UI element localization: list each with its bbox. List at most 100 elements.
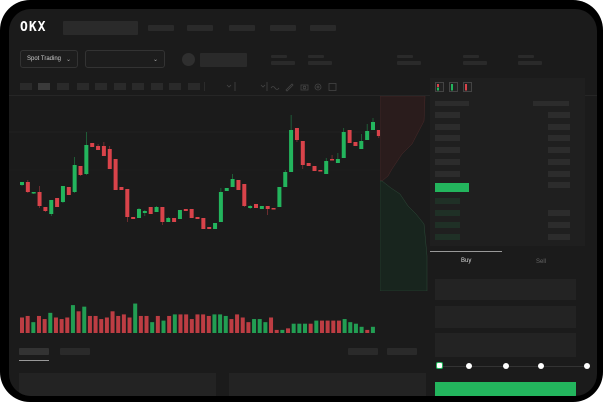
stat-label bbox=[518, 55, 534, 58]
volume-bar bbox=[252, 319, 257, 333]
amount-input[interactable] bbox=[435, 306, 576, 328]
ask-price bbox=[435, 124, 460, 130]
candle-body bbox=[306, 163, 311, 166]
candle-body bbox=[207, 227, 212, 229]
candle-body bbox=[183, 209, 188, 211]
bottom-panel-left bbox=[19, 373, 216, 396]
timeframe-button[interactable] bbox=[57, 83, 69, 90]
stat-label bbox=[308, 55, 324, 58]
volume-bar bbox=[127, 317, 132, 333]
amount-slider-track[interactable] bbox=[439, 366, 587, 367]
orderbook-both-icon[interactable] bbox=[435, 82, 444, 92]
bottom-tab-active[interactable] bbox=[19, 348, 49, 355]
timeframe-button[interactable] bbox=[95, 83, 107, 90]
total-input[interactable] bbox=[435, 333, 576, 357]
candle-body bbox=[376, 130, 381, 136]
volume-bar bbox=[303, 323, 307, 333]
slider-step-75[interactable] bbox=[538, 363, 544, 369]
camera-icon[interactable] bbox=[300, 84, 309, 91]
buy-button[interactable] bbox=[435, 382, 576, 396]
amount-slider-handle[interactable] bbox=[436, 362, 443, 369]
candle-body bbox=[294, 128, 299, 140]
volume-bar bbox=[336, 320, 341, 333]
nav-item[interactable] bbox=[270, 25, 296, 31]
candle-body bbox=[160, 207, 165, 222]
volume-bar bbox=[48, 312, 53, 333]
volume-bar bbox=[144, 315, 149, 333]
timeframe-button[interactable] bbox=[169, 83, 181, 90]
ask-price bbox=[435, 171, 460, 177]
volume-bar bbox=[325, 320, 330, 333]
volume-bar bbox=[104, 317, 109, 333]
nav-item[interactable] bbox=[187, 25, 213, 31]
slider-step-100[interactable] bbox=[584, 363, 590, 369]
last-price bbox=[435, 183, 469, 192]
volume-bar bbox=[36, 315, 41, 333]
candle-body bbox=[78, 166, 83, 175]
candle-body bbox=[265, 206, 270, 209]
nav-item[interactable] bbox=[229, 25, 255, 31]
bottom-action[interactable] bbox=[348, 348, 378, 355]
timeframe-button[interactable] bbox=[151, 83, 163, 90]
okx-logo[interactable]: OKX bbox=[20, 20, 47, 35]
volume-bar bbox=[99, 319, 104, 333]
volume-bar bbox=[65, 317, 70, 333]
pair-price bbox=[200, 53, 247, 67]
candle-body bbox=[324, 161, 329, 174]
candle-body bbox=[353, 142, 358, 146]
bottom-tab[interactable] bbox=[60, 348, 90, 355]
volume-bar bbox=[229, 319, 234, 333]
nav-item[interactable] bbox=[148, 25, 174, 31]
orderbook-asks-icon[interactable] bbox=[463, 82, 472, 92]
coin-icon bbox=[182, 53, 195, 66]
volume-bar bbox=[269, 317, 274, 333]
candlestick-chart[interactable] bbox=[9, 96, 429, 336]
trading-mode-dropdown[interactable]: Spot Trading ⌄ bbox=[20, 50, 78, 68]
volume-bar bbox=[223, 315, 228, 333]
volume-bar bbox=[189, 319, 194, 333]
timeframe-button[interactable] bbox=[114, 83, 126, 90]
candle-body bbox=[55, 198, 60, 207]
candle-body bbox=[195, 217, 200, 219]
orderbook-header-amount bbox=[533, 101, 569, 106]
volume-bar bbox=[59, 319, 64, 333]
buy-tab[interactable]: Buy bbox=[461, 258, 472, 264]
volume-bar bbox=[257, 319, 262, 333]
orderbook-bids-icon[interactable] bbox=[449, 82, 458, 92]
slider-step-25[interactable] bbox=[466, 363, 472, 369]
line-icon[interactable] bbox=[270, 86, 280, 90]
depth-chart bbox=[380, 96, 428, 291]
stat-label bbox=[463, 55, 479, 58]
chevron-down-icon[interactable] bbox=[226, 84, 232, 88]
chevron-down-icon[interactable] bbox=[260, 84, 266, 88]
volume-bar bbox=[280, 329, 285, 333]
draw-icon[interactable] bbox=[285, 83, 294, 92]
bottom-action[interactable] bbox=[387, 348, 417, 355]
candle-body bbox=[230, 179, 235, 187]
bottom-panel-right bbox=[229, 373, 426, 396]
timeframe-button[interactable] bbox=[188, 83, 200, 90]
fullscreen-icon[interactable] bbox=[328, 83, 337, 91]
pair-dropdown[interactable]: ⌄ bbox=[85, 50, 165, 68]
volume-bar bbox=[184, 314, 189, 333]
candle-body bbox=[365, 131, 370, 140]
bid-price bbox=[435, 234, 460, 240]
timeframe-button[interactable] bbox=[132, 83, 144, 90]
candle-body bbox=[300, 141, 305, 165]
nav-item[interactable] bbox=[310, 25, 336, 31]
timeframe-button[interactable] bbox=[77, 83, 89, 90]
slider-step-50[interactable] bbox=[503, 363, 509, 369]
volume-bar bbox=[82, 306, 87, 333]
settings-icon[interactable] bbox=[314, 83, 322, 91]
timeframe-button-active[interactable] bbox=[38, 83, 50, 90]
volume-bar bbox=[291, 323, 296, 333]
chart-tools bbox=[204, 82, 337, 92]
price-input[interactable] bbox=[435, 279, 576, 300]
search-bar[interactable] bbox=[63, 21, 138, 35]
timeframe-button[interactable] bbox=[20, 83, 32, 90]
sell-tab[interactable]: Sell bbox=[536, 259, 547, 265]
candle-body bbox=[37, 192, 42, 206]
volume-bar bbox=[319, 320, 324, 333]
volume-bar bbox=[116, 315, 121, 333]
candle-body bbox=[107, 149, 112, 169]
